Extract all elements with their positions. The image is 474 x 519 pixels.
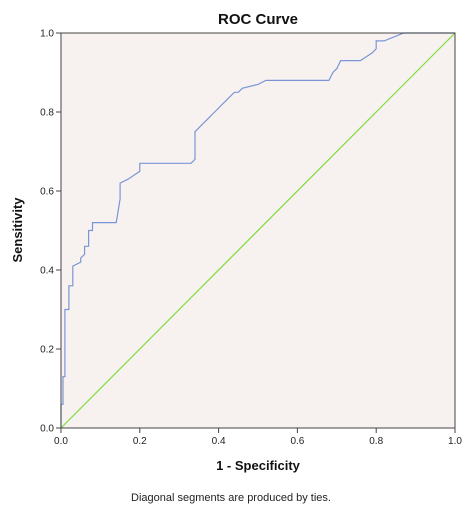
x-tick-label: 0.0: [54, 436, 68, 447]
y-tick-label: 0.6: [40, 187, 54, 198]
x-tick-label: 0.6: [290, 436, 304, 447]
x-tick-label: 0.4: [212, 436, 226, 447]
chart-caption: Diagonal segments are produced by ties.: [131, 492, 331, 504]
y-axis-title: Sensitivity: [10, 197, 25, 263]
roc-curve-line: [60, 32, 455, 428]
y-tick-label: 0.0: [40, 424, 54, 435]
x-axis-title: 1 - Specificity: [216, 458, 301, 473]
reference-diagonal-line: [60, 32, 456, 429]
y-tick-label: 0.8: [40, 108, 54, 119]
y-tick-label: 1.0: [40, 29, 54, 40]
plot-frame: [60, 32, 456, 429]
x-tick-label: 0.8: [369, 436, 383, 447]
x-tick-label: 0.2: [133, 436, 147, 447]
y-tick-label: 0.2: [40, 345, 54, 356]
x-tick-label: 1.0: [448, 436, 462, 447]
y-tick-label: 0.4: [40, 266, 54, 277]
chart-title: ROC Curve: [218, 11, 298, 28]
